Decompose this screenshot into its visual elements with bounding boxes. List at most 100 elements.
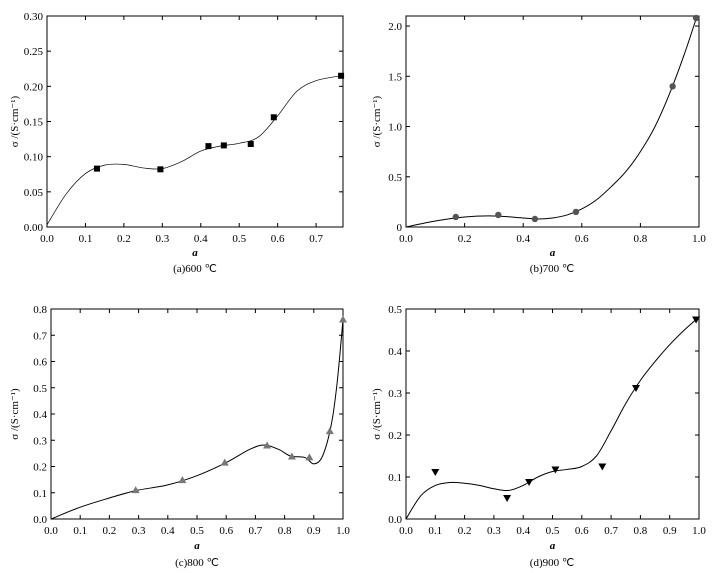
data-point: [669, 83, 676, 90]
x-tick-label: 0.9: [307, 525, 321, 537]
fit-curve: [405, 319, 697, 520]
x-tick-label: 0.7: [249, 525, 263, 537]
y-tick-label: 0.25: [24, 46, 44, 58]
data-point: [339, 315, 347, 323]
y-tick-label: 1.5: [388, 71, 402, 83]
y-tick-label: 0.5: [388, 304, 402, 316]
y-tick-label: 0: [397, 222, 403, 234]
fit-curve: [50, 319, 344, 520]
data-point: [692, 316, 701, 324]
y-tick-label: 0.8: [33, 304, 47, 316]
panel-caption: (b)700 ℃: [530, 263, 574, 275]
x-tick-label: 0.2: [458, 525, 472, 537]
data-point: [131, 486, 140, 494]
y-tick-label: 0.0: [388, 514, 402, 526]
data-point: [220, 142, 227, 149]
data-point: [247, 141, 254, 148]
data-point: [632, 384, 641, 392]
data-point: [263, 441, 272, 449]
data-point: [598, 463, 607, 471]
x-tick-label: 0.5: [546, 525, 560, 537]
y-tick-label: 0.0: [33, 514, 47, 526]
y-tick-label: 0.05: [24, 187, 44, 199]
x-tick-label: 0.4: [161, 525, 175, 537]
fit-curve: [405, 18, 697, 228]
y-tick-label: 0.2: [33, 462, 47, 474]
data-point: [178, 476, 187, 484]
y-tick-label: 0.2: [388, 430, 402, 442]
x-tick-label: 0.4: [194, 233, 208, 245]
data-point: [220, 458, 229, 466]
panel-caption: (a)600 ℃: [173, 263, 217, 275]
x-tick-label: 1.0: [336, 525, 350, 537]
x-axis-label: a: [550, 540, 556, 552]
y-tick-label: 0.15: [24, 117, 44, 129]
data-point: [157, 166, 164, 173]
data-point: [205, 143, 212, 150]
y-tick-label: 0.1: [388, 472, 402, 484]
y-tick-label: 0.00: [24, 222, 44, 234]
x-tick-label: 0.1: [79, 233, 93, 245]
data-point: [525, 479, 534, 487]
x-tick-label: 0.7: [604, 525, 618, 537]
x-tick-label: 0.5: [190, 525, 204, 537]
data-point: [452, 213, 460, 221]
y-axis-label: σ /(S·cm⁻¹): [371, 388, 383, 440]
chart-panel-a: 0.0 0.1 0.2 0.3 0.4 0.5 0.6 0.7 0.00 0.05 0.10 0.15…: [9, 11, 345, 275]
y-tick-label: 0.20: [24, 81, 44, 93]
x-tick-label: 0.0: [399, 525, 413, 537]
data-point: [531, 215, 539, 223]
x-tick-label: 0.0: [399, 233, 413, 245]
x-tick-label: 1.0: [692, 525, 706, 537]
x-tick-label: 0.3: [155, 233, 169, 245]
x-tick-label: 0.1: [428, 525, 442, 537]
x-tick-label: 0.4: [516, 233, 530, 245]
data-point: [325, 427, 334, 435]
panel-caption: (d)900 ℃: [530, 557, 574, 569]
x-axis-label: a: [192, 247, 198, 259]
y-tick-label: 0.3: [33, 435, 47, 447]
x-axis-label: a: [194, 540, 200, 552]
y-tick-label: 0.4: [388, 346, 402, 358]
data-point: [431, 468, 440, 476]
y-tick-label: 0.4: [33, 409, 47, 421]
data-point: [572, 208, 580, 216]
x-tick-label: 0.6: [219, 525, 233, 537]
chart-panel-b: 0.0 0.2 0.4 0.6 0.8 1.0 0 0.5 1.0 1.5 2.0 a σ /(S·cm…: [371, 14, 706, 275]
x-tick-label: 0.9: [663, 525, 677, 537]
data-point: [93, 165, 100, 172]
y-axis-label: σ /(S·cm⁻¹): [9, 388, 21, 440]
data-point: [692, 14, 700, 22]
data-point: [495, 211, 502, 219]
x-tick-label: 0.2: [103, 525, 117, 537]
x-tick-label: 0.6: [271, 233, 285, 245]
data-point: [551, 466, 560, 474]
data-point: [503, 495, 512, 502]
y-tick-label: 0.5: [388, 172, 402, 184]
x-tick-label: 0.6: [575, 525, 589, 537]
x-tick-label: 0.8: [634, 233, 648, 245]
data-point: [338, 72, 345, 79]
y-tick-label: 0.1: [33, 488, 47, 500]
fit-curve: [46, 75, 342, 226]
x-tick-label: 0.7: [309, 233, 323, 245]
x-tick-label: 0.5: [232, 233, 246, 245]
y-tick-label: 0.3: [388, 388, 402, 400]
plot-frame: [405, 308, 700, 520]
plot-frame: [50, 308, 344, 520]
y-tick-label: 2.0: [388, 21, 402, 33]
y-tick-label: 0.6: [33, 357, 47, 369]
x-tick-label: 0.0: [40, 233, 54, 245]
plot-frame: [46, 15, 344, 228]
y-tick-label: 0.30: [24, 11, 44, 23]
x-tick-label: 0.6: [575, 233, 589, 245]
x-tick-label: 0.8: [278, 525, 292, 537]
x-tick-label: 0.8: [634, 525, 648, 537]
panel-caption: (c)800 ℃: [175, 557, 219, 569]
y-tick-label: 1.0: [388, 122, 402, 134]
data-point: [287, 452, 296, 460]
chart-panel-c: 0.0 0.1 0.2 0.3 0.4 0.5 0.6 0.7 0.8 0.9 1.0 0.0 0.1 0…: [9, 304, 350, 569]
x-tick-label: 0.3: [132, 525, 146, 537]
x-tick-label: 0.2: [117, 233, 131, 245]
